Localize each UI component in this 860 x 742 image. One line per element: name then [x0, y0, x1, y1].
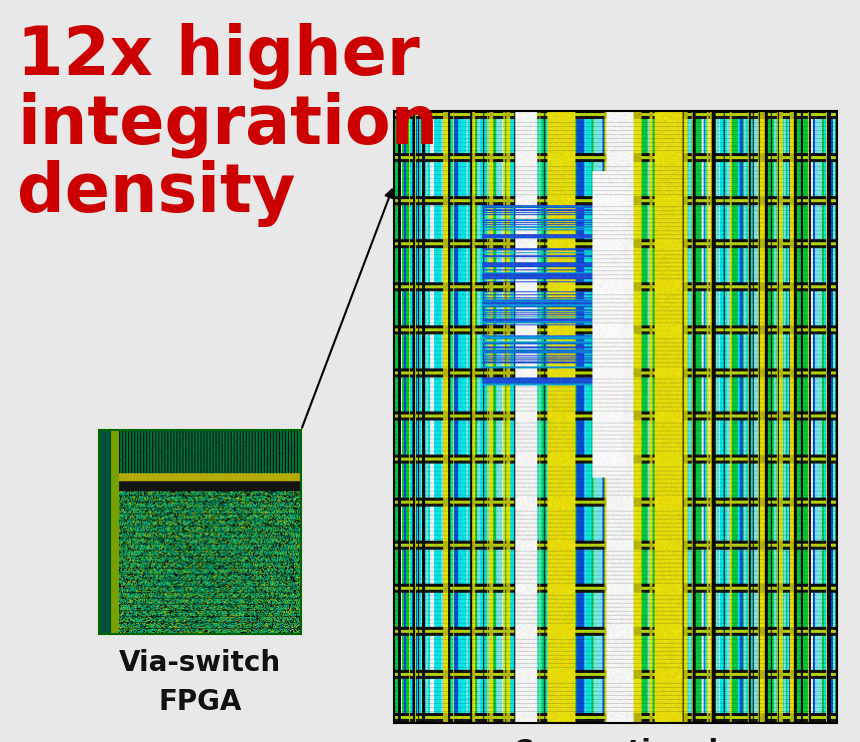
Text: 12x higher
integration
density: 12x higher integration density — [17, 22, 439, 228]
Text: Via-switch
FPGA: Via-switch FPGA — [119, 649, 281, 716]
Bar — [394, 111, 837, 723]
Text: Conventional
SRAM FPGA: Conventional SRAM FPGA — [513, 738, 718, 742]
Bar — [99, 430, 301, 634]
